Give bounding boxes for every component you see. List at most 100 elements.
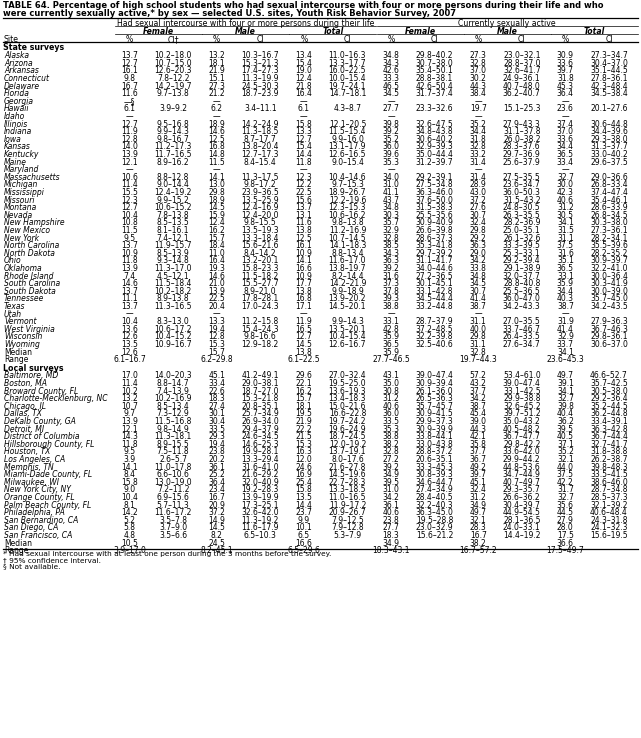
Text: 36.2–40.7: 36.2–40.7 [503,89,540,98]
Text: 35.0–44.4: 35.0–44.4 [415,150,454,159]
Text: 16.7: 16.7 [208,493,225,502]
Text: %: % [562,35,569,44]
Text: 32.2–41.0: 32.2–41.0 [590,264,628,273]
Text: 36.7: 36.7 [470,455,487,464]
Text: 30.1: 30.1 [208,410,225,418]
Text: 42.8: 42.8 [383,325,399,334]
Text: 30.7: 30.7 [470,286,487,296]
Text: 33.0–40.2: 33.0–40.2 [590,150,628,159]
Text: 37.2: 37.2 [470,196,487,204]
Text: 14.6: 14.6 [121,279,138,288]
Text: 15.7: 15.7 [296,394,312,403]
Text: 11.9–15.7: 11.9–15.7 [154,241,192,250]
Text: 35.7: 35.7 [383,218,399,227]
Text: 19.2–28.3: 19.2–28.3 [242,486,279,494]
Text: 17.1: 17.1 [296,302,312,311]
Text: 27.3–36.1: 27.3–36.1 [590,226,628,235]
Text: South Dakota: South Dakota [4,286,56,296]
Text: 37.4–47.4: 37.4–47.4 [590,188,628,197]
Text: 28.8–38.1: 28.8–38.1 [416,74,453,83]
Text: Alaska: Alaska [4,51,29,60]
Text: 37.7: 37.7 [470,387,487,396]
Text: Hawaii: Hawaii [4,104,29,114]
Text: 13.6: 13.6 [121,325,138,334]
Text: 16.2: 16.2 [296,387,312,396]
Text: 36.4: 36.4 [208,477,225,486]
Text: Local surveys: Local surveys [3,364,63,373]
Text: 9.5: 9.5 [124,447,136,456]
Text: 35.0: 35.0 [383,379,399,388]
Text: 13.5–20.1: 13.5–20.1 [329,325,366,334]
Text: 19.6–24.9: 19.6–24.9 [329,424,366,433]
Text: 37.0: 37.0 [557,127,574,136]
Text: 21.6–29.2: 21.6–29.2 [242,470,279,479]
Text: 6.6–10.6: 6.6–10.6 [156,470,190,479]
Text: 13.9: 13.9 [121,264,138,273]
Text: Miami-Dade County, FL: Miami-Dade County, FL [4,470,92,479]
Text: Median: Median [4,348,32,356]
Text: 37.3: 37.3 [383,279,399,288]
Text: 35.1–44.5: 35.1–44.5 [590,66,628,75]
Text: 31.3–37.7: 31.3–37.7 [590,142,628,151]
Text: 26.6–39.8: 26.6–39.8 [416,226,453,235]
Text: 15.3: 15.3 [208,340,225,349]
Text: 14.2–21.9: 14.2–21.9 [329,279,366,288]
Text: 29.2: 29.2 [470,233,487,243]
Text: 27.2–36.5: 27.2–36.5 [416,272,453,280]
Text: 15.0–21.6: 15.0–21.6 [329,401,366,411]
Text: 36.7–44.4: 36.7–44.4 [590,432,628,441]
Text: 35.2–44.5: 35.2–44.5 [590,401,628,411]
Text: 5.8: 5.8 [124,523,135,532]
Text: 35.3: 35.3 [383,424,399,433]
Text: 31.1: 31.1 [557,233,574,243]
Text: 24.1–32.3: 24.1–32.3 [590,523,628,532]
Text: 9.8: 9.8 [124,74,135,83]
Text: 4.8: 4.8 [124,531,135,540]
Text: 30.9–41.5: 30.9–41.5 [416,410,453,418]
Text: 12.8: 12.8 [208,332,225,341]
Text: Utah: Utah [4,309,22,319]
Text: 33.6: 33.6 [557,59,574,68]
Text: 43.0: 43.0 [470,188,487,197]
Text: 18.7–24.5: 18.7–24.5 [329,432,366,441]
Text: 29.1–38.9: 29.1–38.9 [503,264,540,273]
Text: 12.1–20.5: 12.1–20.5 [329,120,366,128]
Text: 36.1: 36.1 [383,500,399,509]
Text: 34.1: 34.1 [557,218,574,227]
Text: 24.0–33.1: 24.0–33.1 [503,523,540,532]
Text: 15.8: 15.8 [296,120,312,128]
Text: 32.4: 32.4 [470,218,487,227]
Text: Illinois: Illinois [4,120,28,128]
Text: 5.7–11.3: 5.7–11.3 [157,500,190,509]
Text: 8.8–14.7: 8.8–14.7 [157,379,190,388]
Text: North Dakota: North Dakota [4,249,55,258]
Text: 49.7: 49.7 [557,371,574,380]
Text: 38.7: 38.7 [470,302,487,311]
Text: San Francisco, CA: San Francisco, CA [4,531,72,540]
Text: 12.7: 12.7 [121,120,138,128]
Text: 10.6: 10.6 [121,173,138,182]
Text: 45.4: 45.4 [470,410,487,418]
Text: 25.5–36.5: 25.5–36.5 [503,286,540,296]
Text: 21.9: 21.9 [296,417,312,426]
Text: 29.9–44.2: 29.9–44.2 [503,455,540,464]
Text: 15.3: 15.3 [296,440,312,449]
Text: 9.8–16.7: 9.8–16.7 [157,135,190,144]
Text: 28.8–37.2: 28.8–37.2 [416,447,453,456]
Text: 46.6–52.7: 46.6–52.7 [590,371,628,380]
Text: 32.1–39.2: 32.1–39.2 [590,500,628,509]
Text: 34.9: 34.9 [383,539,399,548]
Text: 24.9–36.1: 24.9–36.1 [503,74,540,83]
Text: 39.0–47.4: 39.0–47.4 [415,371,454,380]
Text: —: — [300,309,308,319]
Text: 15.4: 15.4 [296,142,312,151]
Text: Ohio: Ohio [4,256,22,265]
Text: 21.0: 21.0 [208,279,225,288]
Text: 8.2–14.4: 8.2–14.4 [331,272,363,280]
Text: 19.5–25.0: 19.5–25.0 [329,379,366,388]
Text: 28.2–35.2: 28.2–35.2 [590,249,628,258]
Text: 33.4: 33.4 [557,157,574,167]
Text: 29.3: 29.3 [208,432,225,441]
Text: 4.3–8.7: 4.3–8.7 [333,104,362,114]
Text: 31.1: 31.1 [470,340,487,349]
